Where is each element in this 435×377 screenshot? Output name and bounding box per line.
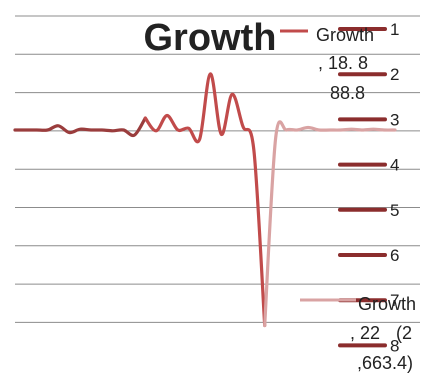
legend-label: 2 (390, 65, 399, 84)
series-line-late (263, 120, 397, 328)
data-label-top-name: Growth (316, 25, 374, 45)
legend-label: 3 (390, 110, 399, 129)
series-line-early (13, 116, 147, 138)
data-label-top: Growth , 18. 8 88.8 (280, 25, 374, 103)
legend-label: 8 (390, 336, 399, 355)
data-label-top-value-2: 88.8 (330, 83, 365, 103)
data-label-bottom-value-3: ,663.4) (357, 353, 413, 373)
data-label-bottom-value-2: (2 (396, 323, 412, 343)
series-line-spike (143, 72, 267, 328)
legend-label: 1 (390, 20, 399, 39)
data-label-bottom: Growth , 22 (2 ,663.4) (300, 294, 416, 373)
legend-label: 5 (390, 201, 399, 220)
data-label-top-value-1: , 18. 8 (318, 53, 368, 73)
gridlines (15, 15, 420, 323)
data-label-bottom-value-1: , 22 (350, 323, 380, 343)
legend-label: 6 (390, 246, 399, 265)
legend-label: 4 (390, 156, 399, 175)
plot-area (13, 72, 397, 328)
chart-title: Growth (144, 17, 277, 59)
data-label-bottom-name: Growth (358, 294, 416, 314)
legend-label: 7 (390, 291, 399, 310)
